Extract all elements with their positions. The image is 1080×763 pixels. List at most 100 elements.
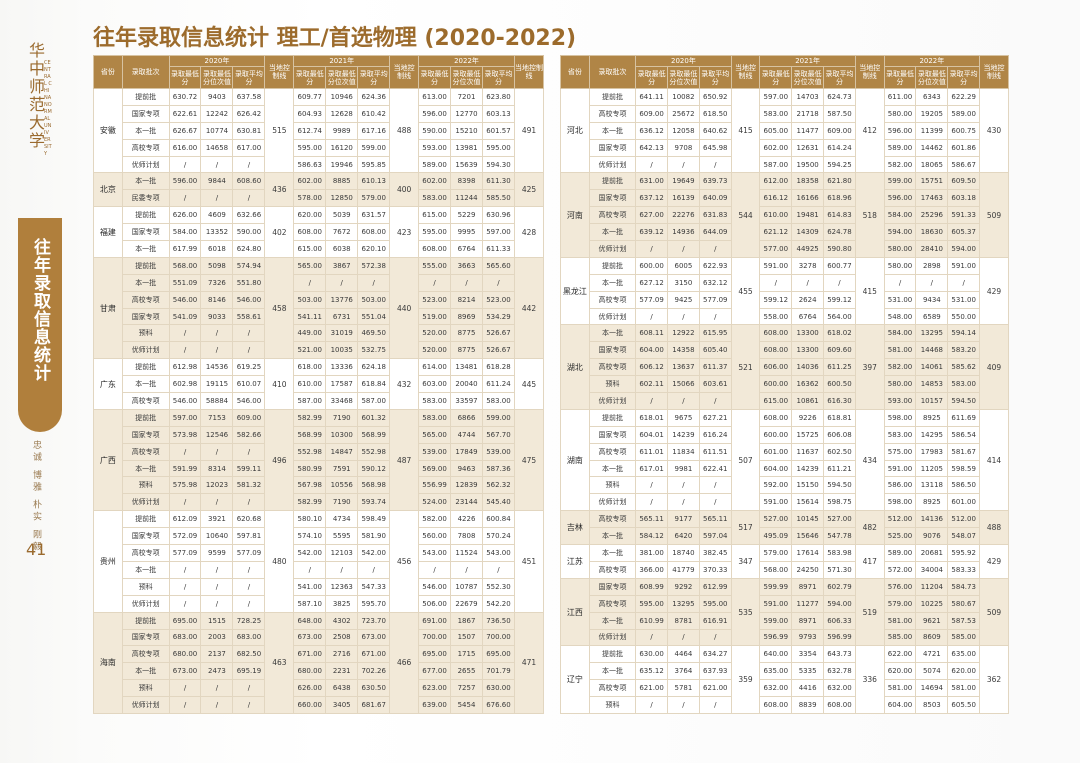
min-score-cell: 618.00 <box>293 358 327 377</box>
table-row: 高校专项 616.00 14658 617.00 595.00 16120 599.00 59… <box>94 138 544 157</box>
min-rank-cell: 14694 <box>915 679 949 698</box>
min-score-cell: 567.98 <box>293 476 327 495</box>
min-score-cell: 581.00 <box>883 341 917 360</box>
avg-score-cell: 602.50 <box>823 442 856 461</box>
header-year: 2021年 <box>759 55 856 67</box>
min-rank-cell: 10774 <box>200 121 234 140</box>
min-score-cell: 639.00 <box>418 696 452 714</box>
avg-score-cell: 599.12 <box>823 290 856 309</box>
batch-cell: 国家专项 <box>121 223 170 242</box>
min-rank-cell: 1715 <box>450 645 483 664</box>
min-score-cell: 595.00 <box>418 223 452 242</box>
min-score-cell: 606.00 <box>759 358 793 377</box>
batch-cell: 提前批 <box>121 611 170 630</box>
min-rank-cell: 11834 <box>667 442 700 461</box>
min-score-cell: 586.63 <box>293 155 327 174</box>
avg-score-cell: 545.40 <box>481 493 515 512</box>
table-row: 国家专项 573.98 12546 582.66 568.99 10300 568.99 56… <box>94 425 544 444</box>
control-line-cell: 409 <box>979 324 1009 410</box>
page-number: 41 <box>26 540 47 559</box>
min-rank-cell: / <box>667 628 700 647</box>
min-score-cell: 585.00 <box>883 628 917 647</box>
avg-score-cell: 621.80 <box>823 172 856 191</box>
batch-cell: 国家专项 <box>121 425 170 444</box>
min-rank-cell: 14358 <box>667 341 700 360</box>
min-score-cell: 560.00 <box>418 527 452 546</box>
table-row: 本一批 610.99 8781 616.91 599.00 8971 606.33 581.0… <box>561 611 1009 630</box>
min-rank-cell: 33597 <box>450 392 483 410</box>
avg-score-cell: 594.50 <box>823 476 856 495</box>
min-score-cell: / <box>293 560 327 579</box>
min-score-cell: 608.99 <box>635 577 668 596</box>
header-batch: 录取批次 <box>588 55 637 89</box>
control-line-cell: 544 <box>730 172 761 258</box>
min-score-cell: / <box>168 493 202 512</box>
avg-score-cell: 723.70 <box>357 611 391 630</box>
min-rank-cell: 15150 <box>791 476 825 495</box>
avg-score-cell: 603.13 <box>481 104 515 123</box>
min-score-cell: 543.00 <box>418 544 452 562</box>
avg-score-cell: 587.53 <box>947 611 981 630</box>
min-rank-cell: 3278 <box>791 256 825 275</box>
control-line-cell: 397 <box>854 324 885 410</box>
avg-score-cell: 630.50 <box>357 679 391 698</box>
min-rank-cell: 14295 <box>915 425 949 444</box>
avg-score-cell: / <box>947 273 981 292</box>
avg-score-cell: 631.57 <box>357 206 391 225</box>
header-min-rank: 录取最低分位次值 <box>791 66 825 89</box>
min-score-cell: / <box>293 273 327 292</box>
min-score-cell: 622.61 <box>168 104 202 123</box>
min-rank-cell: 8971 <box>791 577 825 596</box>
min-score-cell: 568.99 <box>293 425 327 444</box>
batch-cell: 预科 <box>588 476 637 495</box>
min-score-cell: 610.00 <box>759 206 793 225</box>
table-row: 高校专项 546.00 8146 546.00 503.00 13776 503.00 523… <box>94 290 544 309</box>
avg-score-cell: 624.78 <box>823 223 856 242</box>
min-score-cell: 582.00 <box>883 358 917 377</box>
min-rank-cell: 5098 <box>200 256 234 275</box>
avg-score-cell: 370.33 <box>698 560 732 579</box>
min-rank-cell: 4609 <box>200 206 234 225</box>
province-cell: 海南 <box>93 611 123 714</box>
min-rank-cell: 12546 <box>200 425 234 444</box>
min-rank-cell: 9033 <box>200 307 234 326</box>
min-rank-cell: 8214 <box>450 290 483 309</box>
min-score-cell: 608.00 <box>759 324 793 343</box>
batch-cell: 国家专项 <box>588 577 637 596</box>
min-score-cell: 613.00 <box>418 88 452 106</box>
control-line-cell: 519 <box>854 577 885 647</box>
min-score-cell: 602.98 <box>168 375 202 394</box>
min-rank-cell: 5335 <box>791 662 825 681</box>
batch-cell: 预科 <box>121 679 170 698</box>
table-row: 优师计划 / //586.63 19946 595.85 589.00 15639 594.3… <box>94 155 544 174</box>
min-score-cell: 610.99 <box>635 611 668 630</box>
batch-cell: 本一批 <box>121 172 170 191</box>
min-rank-cell: 8925 <box>915 408 949 427</box>
avg-score-cell: / <box>232 324 266 343</box>
min-rank-cell: 19649 <box>667 172 700 191</box>
min-score-cell: 576.00 <box>883 577 917 596</box>
batch-cell: 提前批 <box>121 206 170 225</box>
table-row: 江西 国家专项 608.99 9292 612.99 535 599.99 8971 602.7… <box>560 577 1009 647</box>
min-rank-cell: 2898 <box>915 256 949 275</box>
avg-score-cell: 599.00 <box>481 408 515 427</box>
batch-cell: 优师计划 <box>588 392 637 410</box>
control-line-cell: 429 <box>979 544 1009 579</box>
control-line-cell: 410 <box>264 358 295 410</box>
avg-score-cell: 614.24 <box>823 138 856 157</box>
min-score-cell: 660.00 <box>293 696 327 714</box>
min-rank-cell: 4744 <box>450 425 483 444</box>
table-row: 国家专项 541.09 9033 558.61 541.11 6731 551.04 519.… <box>94 307 544 326</box>
avg-score-cell: 579.00 <box>357 189 391 208</box>
batch-cell: 优师计划 <box>121 155 170 174</box>
min-score-cell: 584.00 <box>883 324 917 343</box>
min-rank-cell: 2003 <box>200 628 234 647</box>
min-rank-cell: 58884 <box>200 392 234 410</box>
min-rank-cell: / <box>200 679 234 698</box>
province-cell: 广西 <box>93 408 123 512</box>
min-score-cell: / <box>635 476 668 495</box>
header-min-score: 录取最低分 <box>759 66 793 89</box>
min-rank-cell: 4416 <box>791 679 825 698</box>
min-score-cell: 573.98 <box>168 425 202 444</box>
min-rank-cell: / <box>200 189 234 208</box>
